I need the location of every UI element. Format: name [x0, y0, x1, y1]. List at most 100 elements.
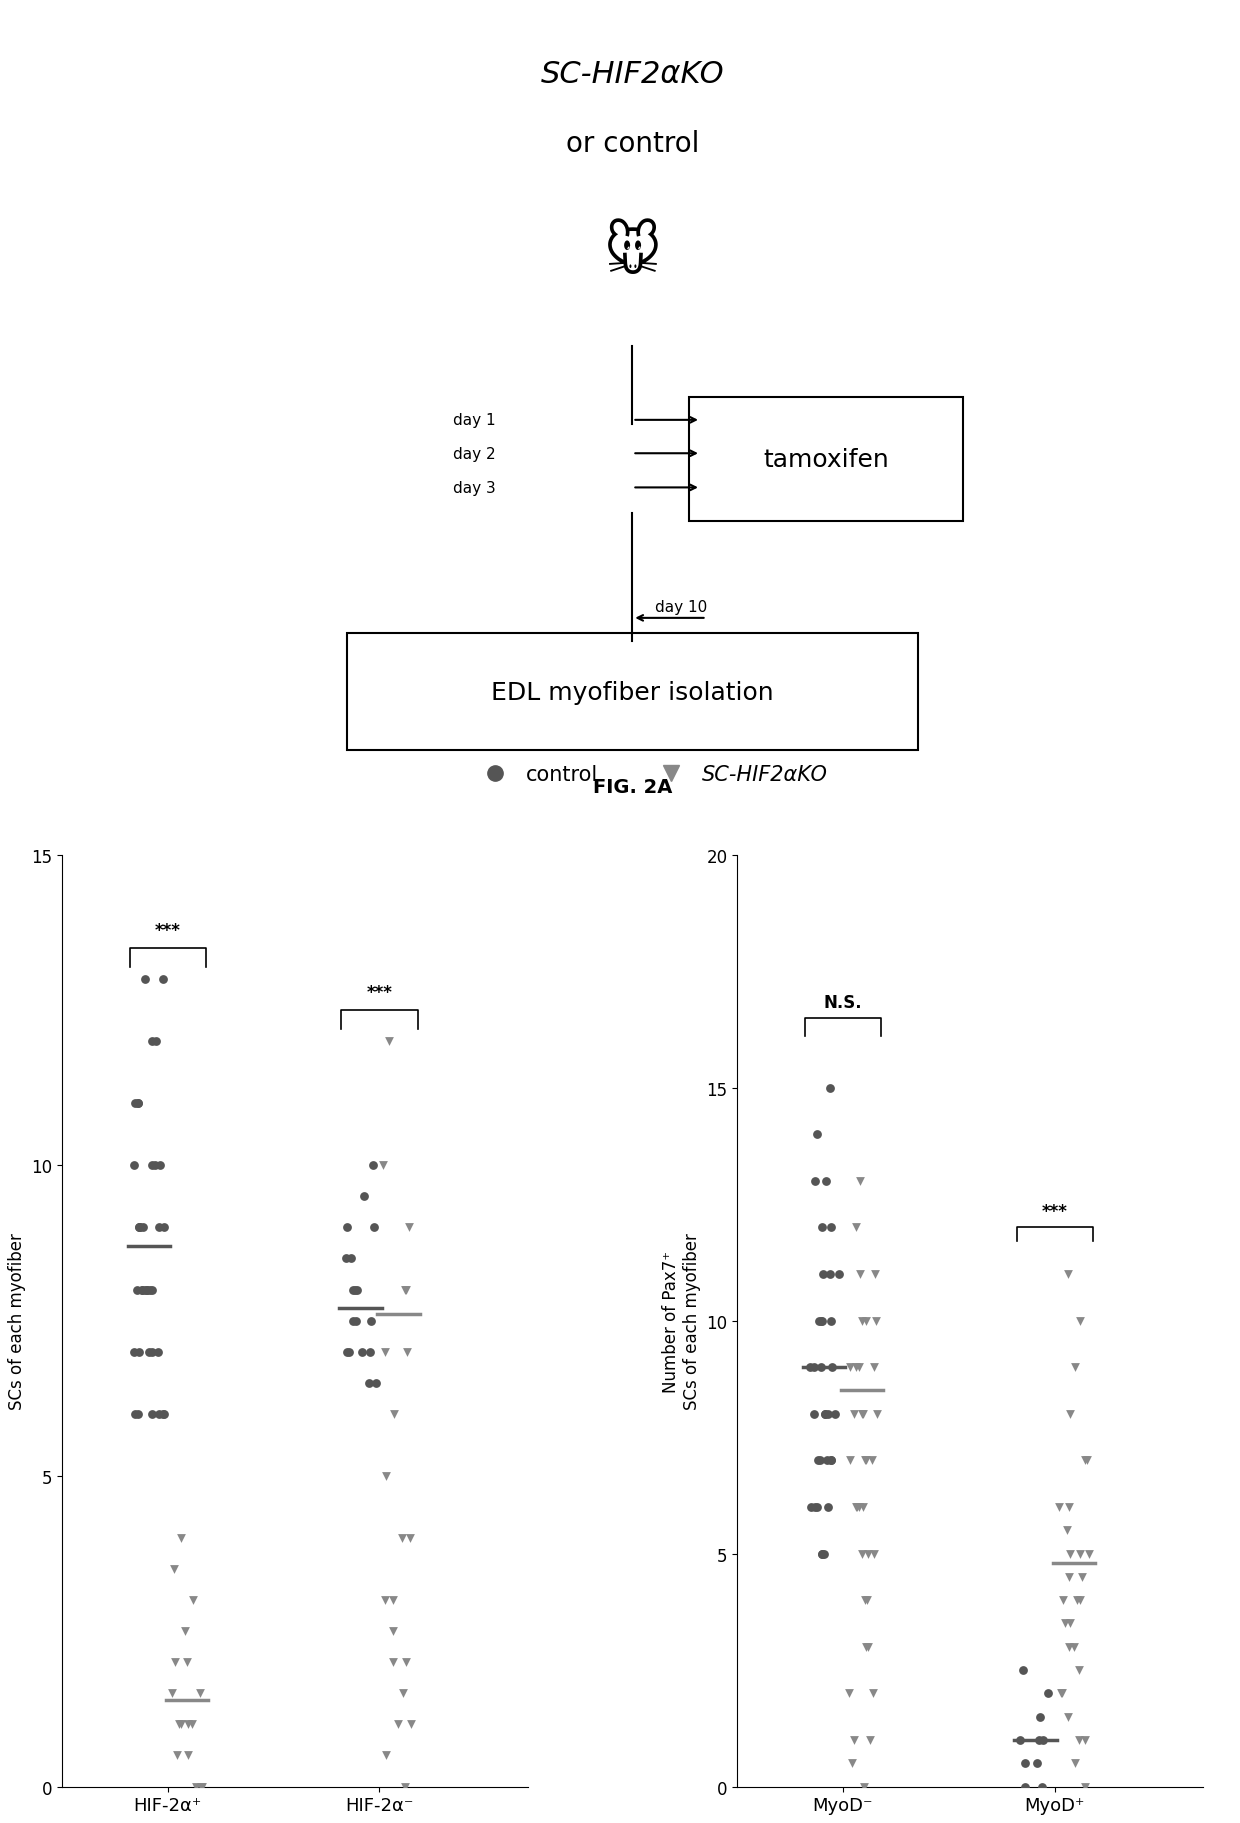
Point: [145, 1150, 165, 1179]
Point: [186, 1772, 206, 1801]
Point: [1049, 1493, 1069, 1522]
Point: [374, 1338, 394, 1367]
Point: [1014, 1772, 1034, 1801]
Point: [383, 1586, 403, 1615]
Point: [128, 1276, 148, 1305]
Point: [167, 1741, 187, 1770]
Point: [854, 1772, 874, 1801]
Point: [805, 1167, 825, 1196]
Point: [398, 1212, 418, 1241]
Point: [852, 1307, 872, 1336]
Point: [858, 1539, 878, 1568]
Point: [128, 1088, 148, 1117]
Text: day 10: day 10: [655, 600, 708, 614]
Point: [839, 1353, 859, 1382]
Point: [347, 1276, 367, 1305]
Point: [1059, 1562, 1079, 1591]
Point: [383, 1617, 403, 1646]
Point: [821, 1307, 841, 1336]
Point: [177, 1648, 197, 1677]
Point: [379, 1026, 399, 1056]
Point: [1064, 1632, 1084, 1661]
Point: [867, 1307, 887, 1336]
Point: [864, 1260, 884, 1289]
Point: [140, 1276, 160, 1305]
Point: [363, 1212, 383, 1241]
Point: [847, 1353, 867, 1382]
Point: [1029, 1703, 1049, 1732]
Point: [821, 1446, 841, 1475]
Point: [861, 1725, 880, 1754]
Point: [377, 1741, 397, 1770]
Point: [170, 1710, 190, 1739]
Point: [146, 1026, 166, 1056]
Point: [856, 1307, 875, 1336]
Point: [366, 1369, 386, 1398]
Point: [1052, 1679, 1071, 1708]
Point: [801, 1493, 821, 1522]
Text: ***: ***: [1042, 1203, 1068, 1221]
Point: [1075, 1725, 1095, 1754]
Point: [1059, 1632, 1079, 1661]
Point: [373, 1150, 393, 1179]
Point: [1070, 1539, 1090, 1568]
Text: SC-HIF2αKO: SC-HIF2αKO: [541, 60, 724, 89]
Point: [808, 1307, 828, 1336]
Point: [807, 1119, 827, 1148]
Point: [361, 1307, 381, 1336]
Point: [818, 1400, 838, 1429]
Point: [337, 1338, 357, 1367]
Point: [856, 1446, 875, 1475]
Point: [383, 1648, 403, 1677]
Point: [396, 1276, 415, 1305]
Point: [336, 1245, 356, 1274]
Text: day 2: day 2: [453, 447, 496, 461]
Text: day 3: day 3: [453, 481, 496, 496]
Text: ***: ***: [155, 921, 181, 939]
FancyBboxPatch shape: [689, 397, 963, 521]
Point: [150, 1150, 170, 1179]
Point: [153, 1400, 172, 1429]
Point: [182, 1586, 202, 1615]
Point: [821, 1074, 841, 1103]
Point: [346, 1307, 366, 1336]
Point: [813, 1539, 833, 1568]
Point: [858, 1632, 878, 1661]
Point: [1060, 1610, 1080, 1639]
Point: [808, 1446, 828, 1475]
Point: [849, 1167, 869, 1196]
Point: [1058, 1260, 1078, 1289]
Point: [1058, 1703, 1078, 1732]
Point: [192, 1772, 212, 1801]
Point: [1065, 1748, 1085, 1777]
Point: [190, 1679, 210, 1708]
Point: [1070, 1307, 1090, 1336]
Point: [812, 1539, 832, 1568]
Point: [164, 1555, 184, 1584]
Point: [839, 1446, 859, 1475]
Point: [817, 1446, 837, 1475]
Point: [1060, 1539, 1080, 1568]
Point: [1078, 1446, 1097, 1475]
Point: [374, 1586, 394, 1615]
Point: [1053, 1586, 1073, 1615]
Point: [345, 1276, 365, 1305]
Point: [810, 1446, 830, 1475]
Point: [143, 1150, 162, 1179]
Point: [852, 1539, 872, 1568]
Point: [171, 1710, 191, 1739]
Point: [1055, 1610, 1075, 1639]
Point: [800, 1353, 820, 1382]
Y-axis label: Number of Pax7⁺
SCs of each myofiber: Number of Pax7⁺ SCs of each myofiber: [0, 1232, 26, 1409]
Point: [401, 1710, 420, 1739]
Point: [360, 1338, 379, 1367]
Point: [820, 1260, 839, 1289]
Point: [864, 1539, 884, 1568]
Point: [141, 1338, 161, 1367]
Point: [856, 1632, 875, 1661]
Point: [341, 1245, 361, 1274]
Point: [822, 1353, 842, 1382]
Point: [139, 1338, 159, 1367]
Point: [377, 1462, 397, 1491]
Point: [396, 1276, 415, 1305]
